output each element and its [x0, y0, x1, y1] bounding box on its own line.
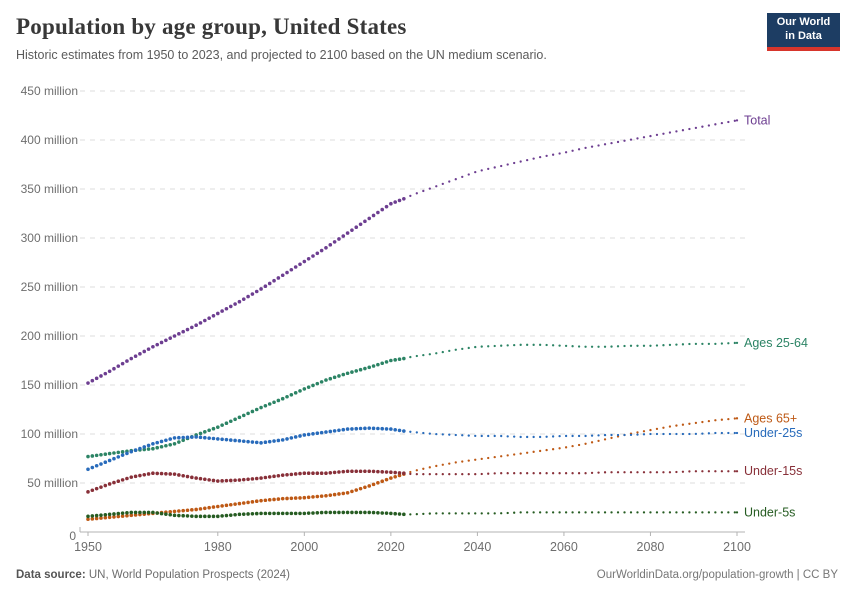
x-axis-tick-label: 2080	[637, 540, 665, 554]
owid-logo-line1: Our World	[776, 16, 831, 28]
x-axis-tick-label: 2040	[463, 540, 491, 554]
series-ages-65[interactable]: Ages 65+	[86, 411, 797, 522]
page-title: Population by age group, United States	[16, 14, 407, 39]
series-ages-25-64[interactable]: Ages 25-64	[86, 336, 808, 459]
series-label-under-15s[interactable]: Under-15s	[744, 464, 802, 478]
x-axis-tick-label: 2060	[550, 540, 578, 554]
series-under-25s[interactable]: Under-25s	[86, 426, 802, 472]
x-axis-tick-label: 2100	[723, 540, 751, 554]
series-under-15s[interactable]: Under-15s	[86, 464, 802, 494]
y-axis-tick-label: 0	[69, 529, 76, 543]
series-label-total[interactable]: Total	[744, 113, 770, 127]
x-axis-tick-label: 2020	[377, 540, 405, 554]
owid-url-license[interactable]: OurWorldinData.org/population-growth | C…	[596, 569, 838, 581]
y-axis-tick-label: 200 million	[21, 329, 78, 343]
chart-subtitle: Historic estimates from 1950 to 2023, an…	[16, 48, 547, 62]
y-axis-tick-label: 350 million	[21, 182, 78, 196]
series-under-5s[interactable]: Under-5s	[86, 505, 795, 519]
series-label-ages-65[interactable]: Ages 65+	[744, 411, 797, 425]
owid-logo-line2: in Data	[785, 29, 822, 42]
y-axis-tick-label: 250 million	[21, 280, 78, 294]
data-source-label: Data source:	[16, 569, 86, 581]
series-label-ages-25-64[interactable]: Ages 25-64	[744, 336, 808, 350]
x-axis-tick-label: 1950	[74, 540, 102, 554]
chart-footer: Data source: UN, World Population Prospe…	[16, 569, 838, 581]
x-axis-tick-label: 2000	[290, 540, 318, 554]
chart-header: Population by age group, United States H…	[16, 14, 834, 62]
y-axis-tick-label: 100 million	[21, 427, 78, 441]
y-axis-tick-label: 50 million	[27, 476, 78, 490]
x-axis-tick-label: 1980	[204, 540, 232, 554]
data-source-text: UN, World Population Prospects (2024)	[85, 569, 290, 581]
data-source-line[interactable]: Data source: UN, World Population Prospe…	[16, 569, 290, 581]
y-axis-tick-label: 150 million	[21, 378, 78, 392]
y-axis-tick-label: 400 million	[21, 133, 78, 147]
y-axis-tick-label: 450 million	[21, 84, 78, 98]
series-label-under-25s[interactable]: Under-25s	[744, 426, 802, 440]
owid-logo[interactable]: Our World in Data	[767, 13, 840, 51]
series-label-under-5s[interactable]: Under-5s	[744, 505, 795, 519]
series-total[interactable]: Total	[86, 113, 770, 385]
y-axis-tick-label: 300 million	[21, 231, 78, 245]
